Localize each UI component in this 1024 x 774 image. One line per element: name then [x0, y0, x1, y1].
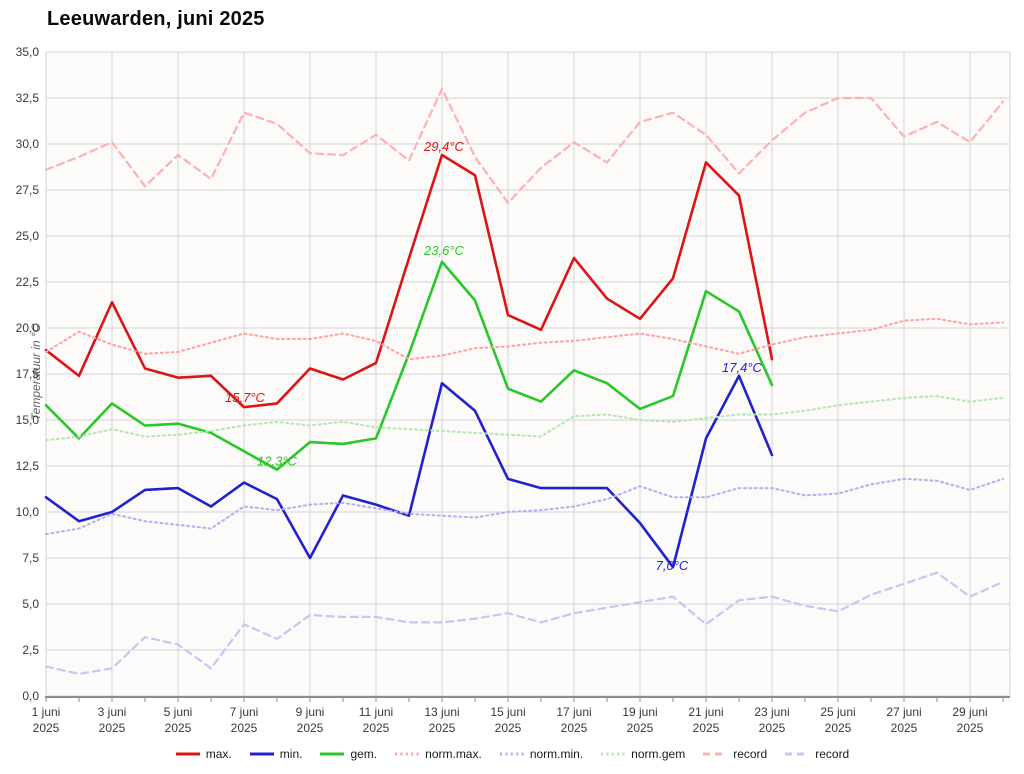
- legend-item-record: record: [702, 747, 767, 761]
- y-tick-label: 15,0: [16, 413, 40, 427]
- x-tick-label: 27 juni: [886, 705, 921, 719]
- x-tick-label: 21 juni: [688, 705, 723, 719]
- x-tick-label: 11 juni: [359, 705, 393, 719]
- legend-item-gem: gem.: [319, 747, 377, 761]
- series-record: [44, 87, 1005, 204]
- x-tick-label: 9 juni: [296, 705, 325, 719]
- legend-item-normgem: norm.gem: [600, 747, 685, 761]
- x-tick-year: 2025: [297, 721, 324, 735]
- x-tick-label: 3 juni: [98, 705, 127, 719]
- x-tick-year: 2025: [363, 721, 390, 735]
- x-tick-label: 13 juni: [424, 705, 459, 719]
- legend-swatch: [499, 752, 524, 756]
- y-tick-label: 30,0: [16, 137, 40, 151]
- x-tick-year: 2025: [891, 721, 918, 735]
- y-tick-label: 10,0: [16, 505, 40, 519]
- y-tick-label: 2,5: [22, 643, 39, 657]
- legend-swatch: [249, 752, 274, 756]
- legend-swatch: [175, 752, 200, 756]
- legend-label: norm.min.: [529, 747, 584, 761]
- x-tick-year: 2025: [231, 721, 258, 735]
- legend-swatch: [601, 752, 626, 756]
- value-annotation: 15,7°C: [225, 390, 266, 405]
- y-tick-label: 7,5: [22, 551, 39, 565]
- legend-item-normmin: norm.min.: [499, 747, 583, 761]
- y-tick-label: 32,5: [16, 91, 40, 105]
- x-tick-label: 17 juni: [556, 705, 591, 719]
- x-tick-label: 23 juni: [754, 705, 789, 719]
- y-tick-label: 22,5: [16, 275, 40, 289]
- y-tick-label: 35,0: [16, 45, 40, 59]
- series-normgem: [45, 395, 1004, 442]
- value-annotation: 29,4°C: [423, 139, 465, 154]
- x-tick-year: 2025: [99, 721, 126, 735]
- y-tick-label: 12,5: [16, 459, 40, 473]
- legend-swatch: [785, 752, 810, 756]
- legend-item-max: max.: [175, 747, 232, 761]
- x-tick-label: 5 juni: [164, 705, 193, 719]
- x-tick-year: 2025: [561, 721, 588, 735]
- x-tick-year: 2025: [495, 721, 522, 735]
- series-min: [44, 374, 774, 569]
- legend-label: record: [733, 747, 768, 761]
- legend-label: max.: [205, 747, 232, 761]
- series-gem: [44, 260, 774, 471]
- y-tick-label: 27,5: [16, 183, 40, 197]
- y-tick-label: 17,5: [16, 367, 40, 381]
- value-annotation: 23,6°C: [423, 243, 465, 258]
- series-max: [44, 153, 774, 409]
- x-tick-year: 2025: [429, 721, 456, 735]
- y-tick-label: 0,0: [22, 689, 39, 703]
- x-tick-label: 1 juni: [32, 705, 61, 719]
- x-tick-year: 2025: [165, 721, 192, 735]
- legend-item-normmax: norm.max.: [394, 747, 482, 761]
- x-tick-year: 2025: [693, 721, 720, 735]
- legend-item-record: record: [784, 747, 849, 761]
- x-tick-year: 2025: [759, 721, 786, 735]
- x-tick-year: 2025: [33, 721, 60, 735]
- series-normmax: [45, 317, 1004, 361]
- legend-swatch: [320, 752, 345, 756]
- x-tick-year: 2025: [627, 721, 654, 735]
- legend-label: gem.: [350, 747, 378, 761]
- series-normmin: [45, 477, 1004, 536]
- legend-label: norm.max.: [425, 747, 482, 761]
- x-tick-label: 25 juni: [820, 705, 855, 719]
- x-tick-label: 15 juni: [490, 705, 525, 719]
- legend-label: norm.gem: [631, 747, 686, 761]
- x-tick-label: 19 juni: [622, 705, 657, 719]
- y-tick-label: 20,0: [16, 321, 40, 335]
- x-tick-label: 7 juni: [230, 705, 259, 719]
- value-annotation: 17,4°C: [722, 360, 763, 375]
- legend-swatch: [703, 752, 728, 756]
- chart-legend: max. min. gem. norm.max. norm.min. norm.gem re…: [0, 747, 1024, 761]
- legend-swatch: [395, 752, 420, 756]
- legend-label: min.: [279, 747, 303, 761]
- x-tick-year: 2025: [825, 721, 852, 735]
- series-record: [44, 571, 1005, 676]
- value-annotation: 7,0°C: [656, 558, 689, 573]
- legend-item-min: min.: [249, 747, 303, 761]
- x-tick-year: 2025: [957, 721, 984, 735]
- y-tick-label: 25,0: [16, 229, 40, 243]
- chart-title: Leeuwarden, juni 2025: [47, 8, 265, 30]
- value-annotation: 12,3°C: [257, 454, 298, 469]
- x-tick-label: 29 juni: [952, 705, 987, 719]
- legend-label: record: [815, 747, 850, 761]
- y-tick-label: 5,0: [22, 597, 39, 611]
